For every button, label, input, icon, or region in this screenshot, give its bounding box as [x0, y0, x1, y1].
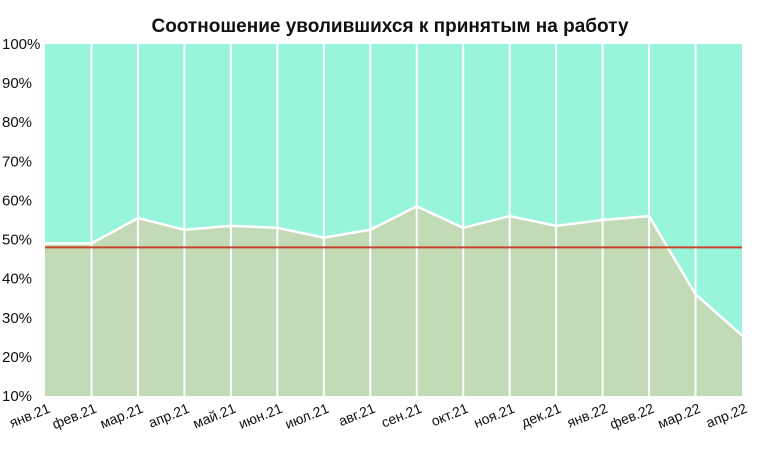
y-tick-label: 80% [2, 114, 32, 131]
data-point-15 [740, 334, 744, 337]
x-tick-label: дек.21 [519, 400, 564, 430]
x-tick-label: апр.21 [146, 400, 192, 431]
data-point-11 [554, 224, 558, 228]
data-point-6 [322, 236, 325, 239]
x-tick-label: янв.22 [565, 400, 610, 431]
y-tick-label: 60% [2, 192, 32, 209]
y-tick-label: 10% [2, 388, 32, 405]
x-tick-label: ноя.21 [471, 400, 517, 431]
x-tick-label: окт.21 [429, 400, 471, 429]
y-tick-label: 40% [2, 271, 32, 288]
x-tick-label: май.21 [191, 400, 239, 432]
series-line [45, 205, 743, 337]
x-tick-label: фев.21 [50, 400, 99, 432]
data-point-4 [229, 224, 233, 228]
data-point-9 [462, 226, 465, 230]
data-point-12 [601, 218, 604, 222]
data-point-5 [276, 226, 279, 230]
data-point-8 [415, 205, 418, 208]
chart-title: Соотношение уволившихся к принятым на ра… [151, 16, 628, 37]
x-tick-label: апр.22 [704, 400, 750, 431]
x-tick-label: мар.21 [98, 400, 146, 432]
data-point-3 [183, 228, 186, 231]
data-point-14 [694, 293, 697, 296]
y-tick-label: 90% [2, 75, 32, 92]
x-tick-label: мар.22 [655, 400, 703, 432]
data-point-2 [136, 216, 140, 220]
data-point-7 [369, 228, 372, 231]
y-tick-label: 100% [2, 36, 40, 53]
y-tick-label: 30% [2, 310, 32, 327]
data-point-0 [43, 242, 47, 245]
data-point-10 [508, 214, 511, 218]
x-tick-label: июл.21 [283, 400, 332, 432]
x-tick-label: июн.21 [236, 400, 284, 432]
y-axis: 10% 20% 30% 40% 50% 60% 70% 80% 90% 100% [2, 36, 40, 405]
y-tick-label: 50% [2, 232, 32, 249]
y-tick-label: 20% [2, 349, 32, 366]
x-tick-label: фев.22 [607, 400, 656, 432]
x-tick-label: сен.21 [379, 400, 424, 431]
data-point-13 [647, 214, 651, 218]
x-tick-label: авг.21 [336, 400, 378, 429]
y-tick-label: 70% [2, 153, 32, 170]
data-point-1 [90, 242, 93, 245]
series-area [45, 206, 742, 396]
plot-area [43, 44, 744, 396]
